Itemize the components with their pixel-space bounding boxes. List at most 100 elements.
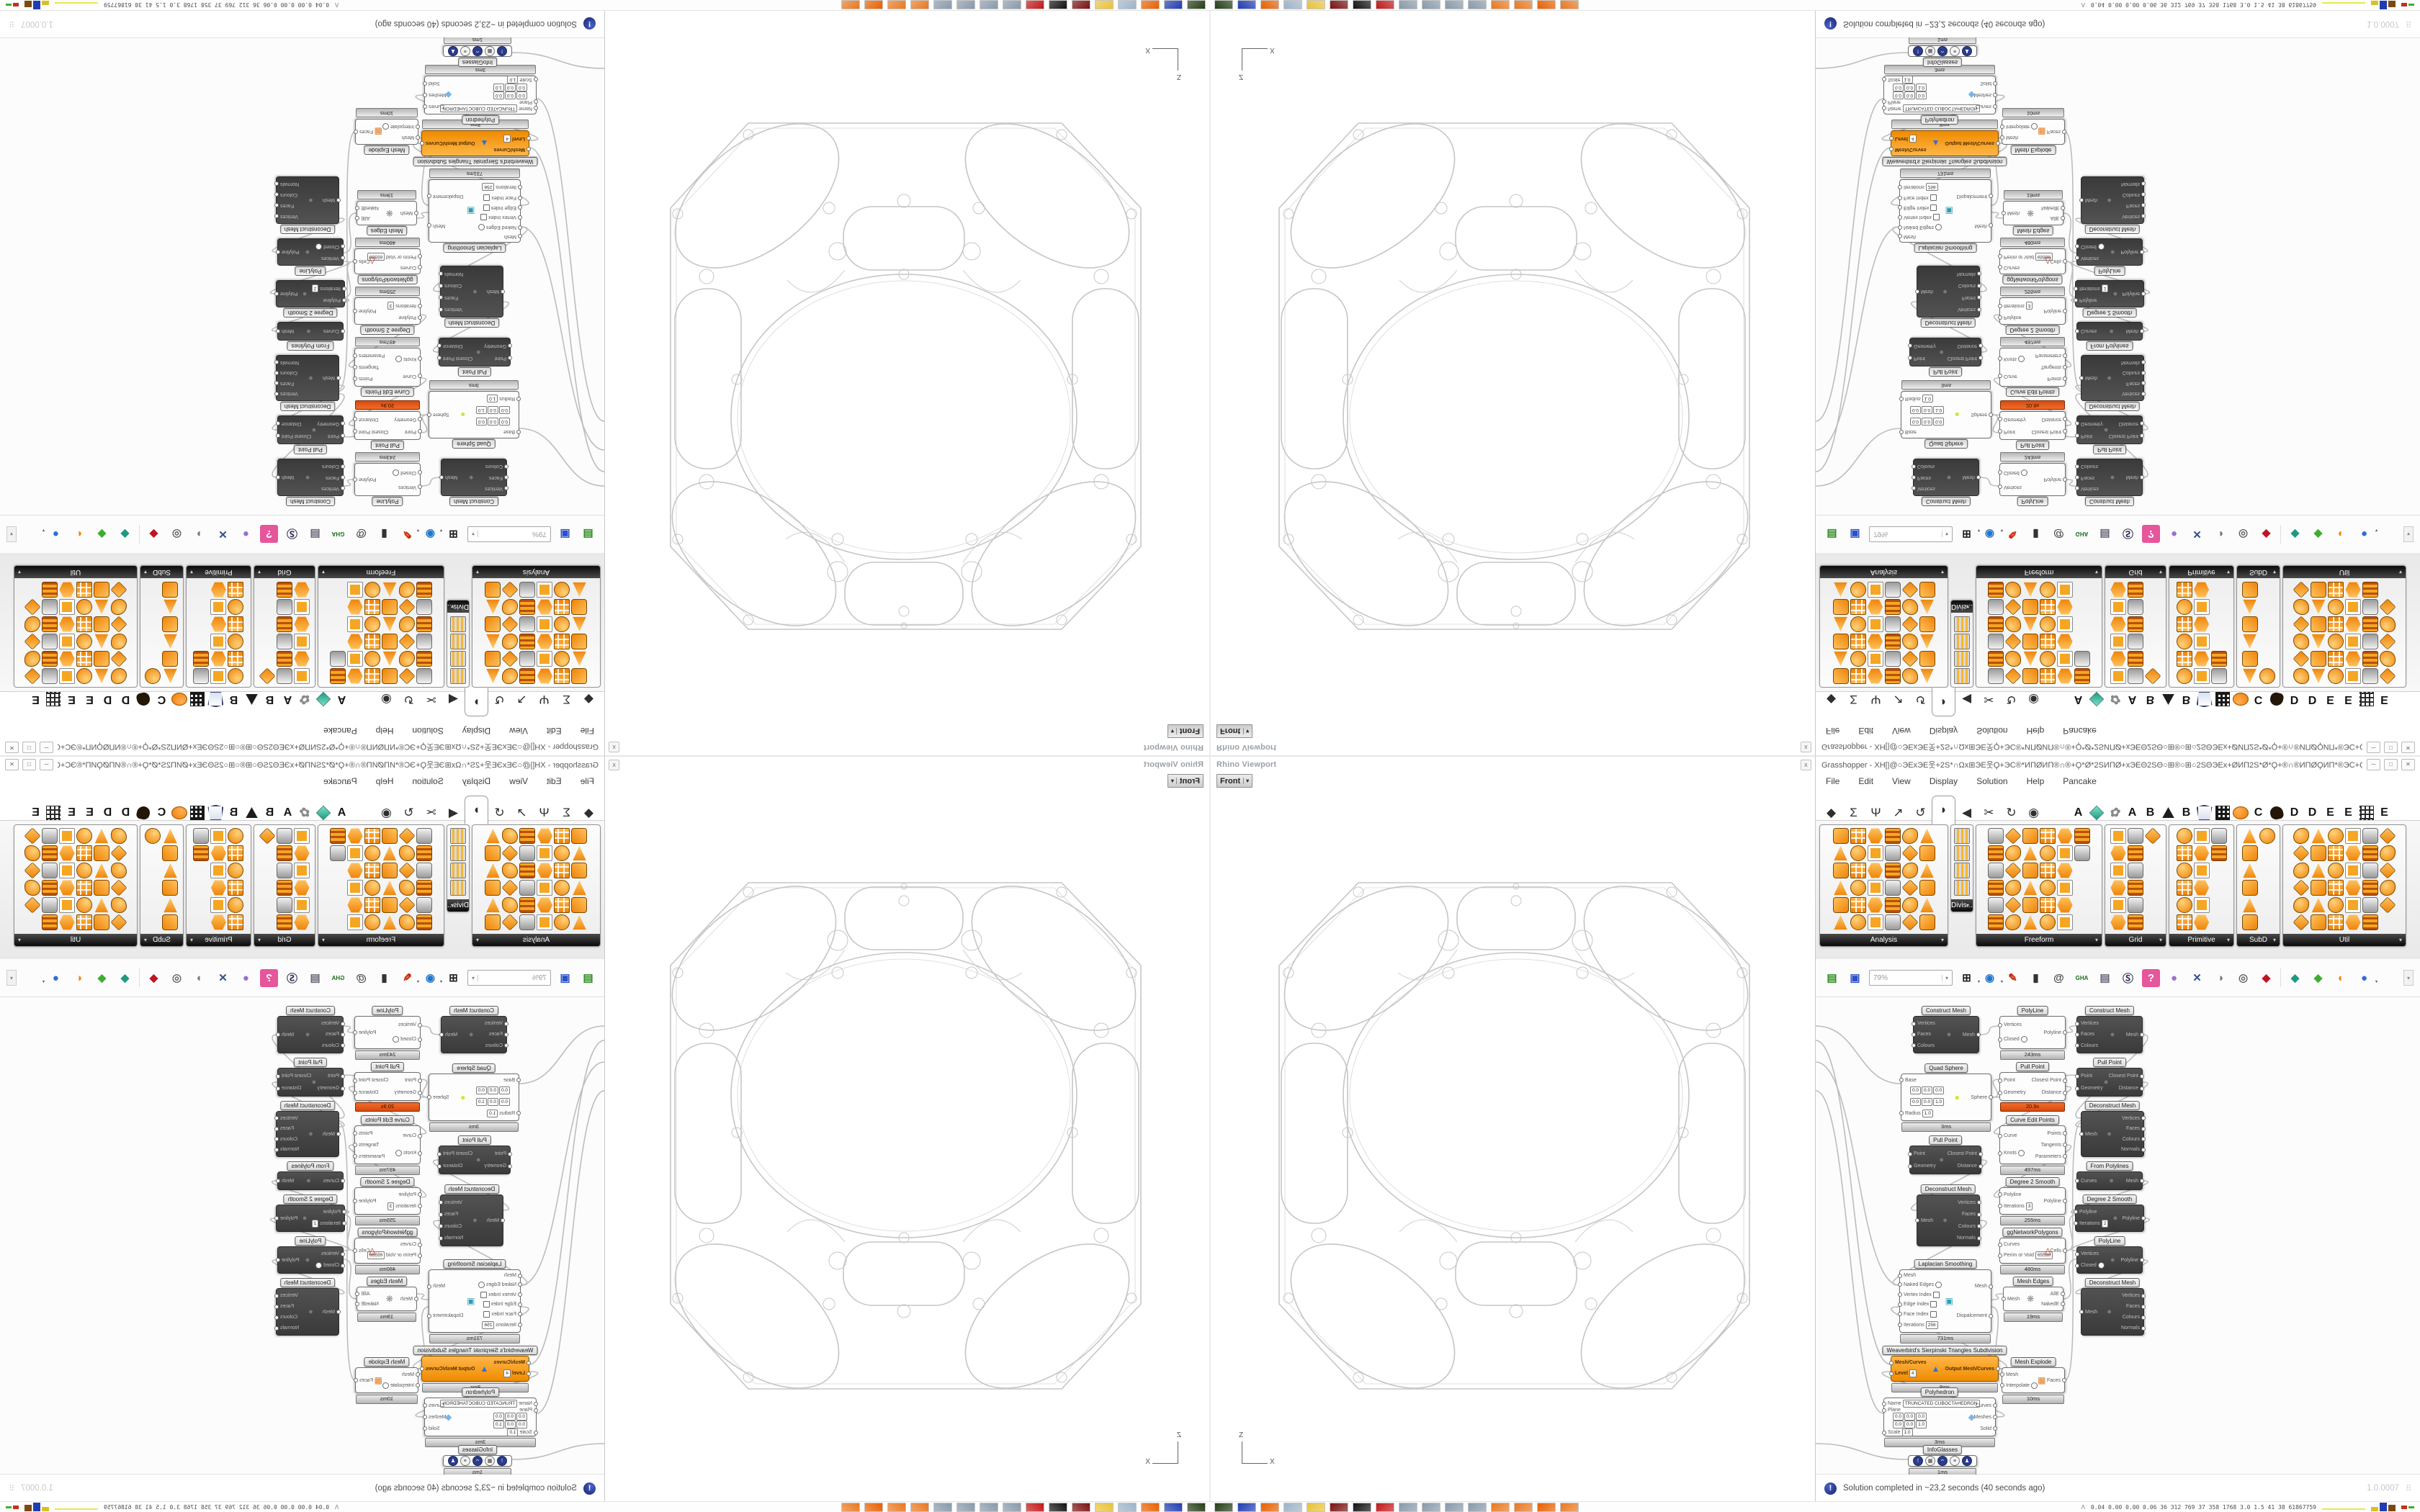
input-port[interactable]: [518, 1273, 522, 1278]
component-icon[interactable]: [2074, 828, 2090, 844]
component-icon[interactable]: [398, 667, 416, 685]
input-port[interactable]: [1889, 1371, 1894, 1376]
input-port[interactable]: [418, 1253, 422, 1258]
gh-node-deconstruct-mesh[interactable]: Deconstruct Mesh Mesh ● Vertices Faces Colour…: [2079, 355, 2146, 411]
output-port[interactable]: [1993, 1415, 1997, 1419]
gh-node-polyhedron[interactable]: Polyhedron Name TRUNCATED CUBOCTAHEDRON Pla…: [1882, 65, 1997, 125]
menu-item-pancake[interactable]: Pancake: [323, 776, 357, 786]
zoom-select[interactable]: 79% ▾: [1869, 970, 1953, 986]
toggle-option[interactable]: [2031, 123, 2038, 130]
toolbar-preview-mesh-button[interactable]: ▮: [381, 972, 387, 984]
value-chip[interactable]: 1.0: [493, 84, 504, 91]
input-port[interactable]: [1912, 1043, 1916, 1048]
input-port[interactable]: [418, 304, 422, 308]
component-icon[interactable]: [210, 897, 227, 913]
component-icon[interactable]: [501, 914, 519, 931]
toggle-checkbox[interactable]: [1932, 1291, 1940, 1298]
component-icon[interactable]: [110, 650, 127, 667]
chevron-down-icon[interactable]: ▾: [144, 937, 148, 943]
input-port[interactable]: [341, 1251, 345, 1256]
gh-node-curve-edit-points[interactable]: Curve Edit Points Curve Knots Points Tangent…: [353, 1115, 422, 1175]
gh-node-construct-mesh[interactable]: Construct Mesh Vertices Faces Colours ● Mesh: [276, 459, 345, 506]
component-icon[interactable]: [1988, 828, 2004, 844]
output-port[interactable]: [1977, 283, 1981, 288]
gh-node-mesh-explode[interactable]: Mesh Explode Mesh Interpolate ▦ Faces 10ms: [2000, 1357, 2066, 1404]
component-icon[interactable]: [416, 651, 432, 667]
toolbar-pin-green-button[interactable]: ◆: [2313, 972, 2323, 984]
input-port[interactable]: [2075, 421, 2079, 426]
component-icon[interactable]: [450, 616, 466, 632]
value-chip[interactable]: 0.0: [1922, 1086, 1933, 1094]
component-icon[interactable]: [76, 845, 92, 861]
output-port[interactable]: [353, 417, 357, 422]
component-icon[interactable]: [163, 897, 179, 913]
component-icon[interactable]: [2311, 582, 2326, 598]
chevron-down-icon[interactable]: ▾: [476, 937, 480, 943]
component-icon[interactable]: [2128, 863, 2143, 878]
input-port[interactable]: [1898, 234, 1902, 239]
value-chip[interactable]: 1.0: [507, 76, 519, 84]
component-icon[interactable]: [2193, 828, 2210, 844]
component-icon[interactable]: [2022, 599, 2038, 615]
component-icon[interactable]: [398, 896, 416, 914]
component-icon[interactable]: [2193, 897, 2210, 913]
component-icon[interactable]: [94, 599, 109, 615]
taskbar-icon-package-red[interactable]: [1026, 1502, 1044, 1512]
component-icon[interactable]: [485, 828, 501, 844]
component-icon[interactable]: [330, 668, 346, 684]
input-port[interactable]: [1998, 1022, 2002, 1027]
component-icon[interactable]: [2040, 845, 2056, 861]
component-icon[interactable]: [501, 616, 519, 633]
component-icon[interactable]: [1919, 582, 1935, 598]
component-icon[interactable]: [294, 599, 310, 615]
output-port[interactable]: [276, 475, 280, 480]
component-icon[interactable]: [1832, 828, 1849, 844]
toolbar-preview-mesh-button[interactable]: ▮: [2033, 972, 2039, 984]
component-icon[interactable]: [24, 651, 40, 667]
value-chip[interactable]: 2: [2101, 1219, 2109, 1228]
output-port[interactable]: [1977, 1200, 1981, 1205]
chevron-down-icon[interactable]: ▾: [2398, 937, 2402, 943]
component-icon[interactable]: [277, 634, 292, 649]
component-icon[interactable]: [398, 827, 416, 845]
component-icon[interactable]: [364, 668, 380, 684]
toolbar-save-file-button[interactable]: ▣: [560, 528, 570, 540]
component-icon[interactable]: [210, 863, 227, 878]
component-icon[interactable]: [2040, 616, 2056, 632]
component-icon[interactable]: [399, 582, 415, 598]
value-chip[interactable]: 0.0: [487, 1097, 498, 1106]
component-icon[interactable]: [572, 914, 588, 930]
input-port[interactable]: [1898, 215, 1902, 220]
chevron-down-icon[interactable]: ▾: [190, 937, 194, 943]
component-icon[interactable]: [277, 651, 292, 667]
component-icon[interactable]: [2345, 651, 2361, 667]
input-port[interactable]: [1882, 1401, 1886, 1406]
component-icon[interactable]: [2110, 897, 2126, 913]
toolbar-sketch-pen-button[interactable]: ✎: [403, 972, 412, 984]
component-icon[interactable]: [42, 828, 58, 844]
output-port[interactable]: [355, 1292, 359, 1296]
component-icon[interactable]: [1919, 616, 1935, 632]
component-icon[interactable]: [1867, 651, 1883, 667]
component-icon[interactable]: [1833, 582, 1849, 598]
input-port[interactable]: [1899, 1078, 1904, 1082]
toolbar-zoom-extents-button[interactable]: ⊞ ▾: [440, 972, 458, 984]
component-icon[interactable]: [2259, 828, 2275, 844]
input-port[interactable]: [1998, 1090, 2002, 1095]
component-icon[interactable]: [1954, 634, 1970, 649]
component-icon[interactable]: [2194, 651, 2210, 667]
output-port[interactable]: [353, 477, 357, 482]
group-footer-subd[interactable]: SubD ▾: [2237, 934, 2280, 946]
group-footer-grid[interactable]: Grid ▾: [254, 934, 315, 946]
taskbar-icon-media[interactable]: [1072, 1502, 1090, 1512]
component-icon[interactable]: [2110, 914, 2126, 930]
component-icon[interactable]: [382, 863, 398, 878]
component-icon[interactable]: [1868, 599, 1883, 615]
output-port[interactable]: [439, 1236, 443, 1241]
value-chip[interactable]: 1.0: [1933, 406, 1945, 415]
component-icon[interactable]: [485, 897, 501, 913]
menu-item-pancake[interactable]: Pancake: [2063, 776, 2097, 786]
component-icon[interactable]: [2210, 651, 2227, 667]
component-icon[interactable]: [501, 581, 519, 598]
toolbar-preview-mesh-button[interactable]: ▮: [2033, 528, 2039, 540]
